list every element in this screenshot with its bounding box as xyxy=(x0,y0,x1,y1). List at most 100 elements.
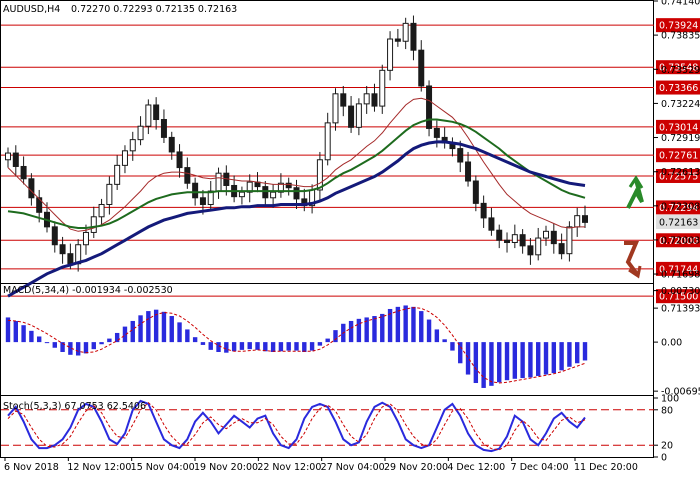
macd-bar xyxy=(302,342,307,352)
price-level-label: 0.73924 xyxy=(659,21,698,32)
time-tick-label: 15 Nov 04:00 xyxy=(131,462,195,473)
price-level-box xyxy=(656,200,700,215)
candle-body xyxy=(192,182,199,199)
macd-bar xyxy=(411,306,416,343)
candle-body xyxy=(418,49,425,87)
macd-bar xyxy=(263,342,268,352)
price-tick-label: 0.73529 xyxy=(661,65,700,76)
candle-body xyxy=(270,191,277,199)
candle-body xyxy=(114,164,121,185)
macd-bar xyxy=(99,342,104,345)
macd-bar xyxy=(200,342,206,345)
price-level-label: 0.71744 xyxy=(659,264,698,275)
macd-bar xyxy=(107,338,112,343)
macd-bar xyxy=(138,315,143,343)
macd-bar xyxy=(192,337,198,343)
macd-bar xyxy=(348,320,354,343)
candle-body xyxy=(145,104,152,127)
time-tick-label: 4 Dec 12:00 xyxy=(447,462,505,473)
time-tick-label: 6 Nov 2018 xyxy=(4,462,59,473)
macd-bar xyxy=(270,342,276,352)
candle-body xyxy=(535,237,542,256)
macd-bar xyxy=(239,342,245,350)
candle-body xyxy=(340,93,347,107)
macd-bar xyxy=(44,342,50,344)
macd-bar xyxy=(91,342,96,350)
macd-bar xyxy=(286,342,291,351)
candle-body xyxy=(59,244,66,255)
candle-body xyxy=(348,105,355,128)
candle-body xyxy=(410,22,417,51)
candle-body xyxy=(137,125,144,141)
price-tick-label: 0.72003 xyxy=(661,235,700,246)
candle-body xyxy=(496,229,503,241)
candle-body xyxy=(324,122,331,161)
macd-bar xyxy=(395,306,401,343)
candle-body xyxy=(558,243,565,255)
macd-bar xyxy=(434,329,440,343)
candle-body xyxy=(277,182,284,193)
time-tick-label: 29 Nov 20:00 xyxy=(384,462,448,473)
macd-bar xyxy=(68,342,73,355)
price-level-label: 0.72761 xyxy=(659,151,698,162)
candle-body xyxy=(262,186,269,199)
price-tick-label: 0.72919 xyxy=(661,133,700,144)
price-level-label: 0.71500 xyxy=(659,292,698,303)
price-tick-label: 0.73835 xyxy=(661,31,700,42)
candle-body xyxy=(387,38,394,71)
candle-body xyxy=(246,181,253,193)
macd-bar xyxy=(458,342,463,364)
candle-body xyxy=(238,191,245,198)
macd-bar xyxy=(29,330,34,343)
price-level-box xyxy=(656,60,700,75)
ma-mid-line xyxy=(7,118,586,229)
candle-body xyxy=(160,119,167,138)
candle-body xyxy=(51,226,58,246)
macd-bar xyxy=(380,313,385,343)
candle-body xyxy=(20,165,27,180)
macd-bar xyxy=(387,308,393,343)
macd-bar xyxy=(161,311,167,343)
stoch-tick-label: 80 xyxy=(661,405,673,416)
macd-tick-label: 0.00 xyxy=(661,338,682,349)
macd-bar xyxy=(255,342,260,350)
macd-bar xyxy=(512,342,518,379)
macd-bar xyxy=(497,342,502,383)
macd-bar xyxy=(294,342,299,351)
macd-bar xyxy=(582,342,588,361)
candle-body xyxy=(511,234,518,244)
candle-body xyxy=(527,245,534,256)
price-level-label: 0.73366 xyxy=(659,83,698,94)
candle-body xyxy=(332,93,339,124)
arrow-down-icon xyxy=(624,241,642,279)
macd-bar xyxy=(356,318,362,343)
candle-body xyxy=(379,69,386,107)
macd-bar xyxy=(224,342,229,353)
price-tick-label: 0.71393 xyxy=(661,304,700,315)
candle-body xyxy=(90,216,97,233)
price-tick-label: 0.73224 xyxy=(661,99,700,110)
macd-bar xyxy=(543,342,549,375)
time-tick-label: 19 Nov 20:00 xyxy=(194,462,258,473)
ma-slow-line xyxy=(7,140,586,298)
macd-bar xyxy=(536,342,541,376)
time-tick-label: 7 Dec 04:00 xyxy=(511,462,569,473)
candle-body xyxy=(82,231,89,246)
candle-body xyxy=(199,197,206,205)
macd-bar xyxy=(309,342,315,351)
stoch-tick-label: 0 xyxy=(661,453,667,464)
chart-symbol: AUDUSD,H4 xyxy=(3,4,60,15)
time-tick-label: 22 Nov 12:00 xyxy=(257,462,321,473)
macd-bar xyxy=(419,311,424,343)
macd-bar xyxy=(216,342,221,352)
candle-body xyxy=(426,85,433,129)
macd-bar xyxy=(60,342,65,352)
price-level-box xyxy=(656,18,700,33)
candle-body xyxy=(566,226,573,255)
macd-bar xyxy=(130,320,135,343)
stoch-title: Stoch(5,3,3) 67.0753 62.5406 xyxy=(3,401,146,412)
current-price-tag: 0.72163 xyxy=(656,215,700,230)
stoch-main-line xyxy=(7,399,586,453)
time-tick-label: 11 Dec 20:00 xyxy=(574,462,638,473)
